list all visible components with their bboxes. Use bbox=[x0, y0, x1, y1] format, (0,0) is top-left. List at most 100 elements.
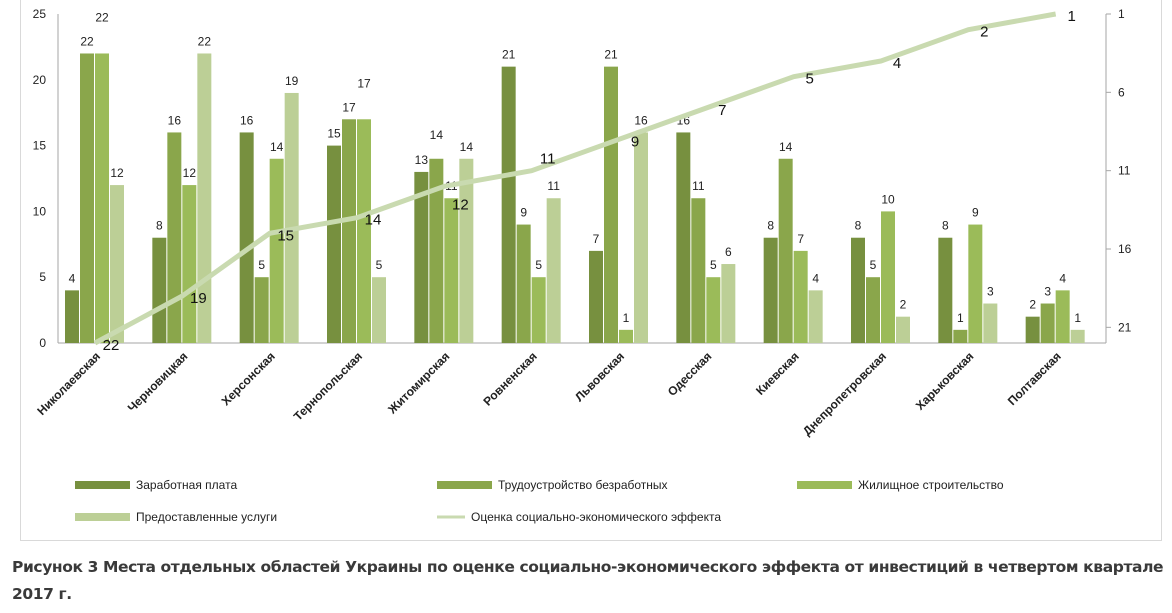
y2-tick-label: 11 bbox=[1118, 164, 1131, 178]
bar bbox=[110, 185, 124, 343]
bar bbox=[516, 224, 531, 343]
bar bbox=[284, 92, 299, 344]
caption-line-1: Рисунок 3 Места отдельных областей Украи… bbox=[12, 558, 1164, 576]
bar bbox=[619, 329, 633, 343]
bar bbox=[65, 290, 79, 343]
bar bbox=[896, 316, 910, 343]
bar-data-label: 5 bbox=[258, 258, 265, 272]
line-data-label: 19 bbox=[190, 290, 207, 307]
bar bbox=[634, 132, 648, 343]
bar-data-label: 5 bbox=[710, 258, 717, 272]
bar bbox=[706, 277, 721, 343]
legend-label: Оценка социально-экономического эффекта bbox=[471, 510, 721, 524]
y-tick-label: 25 bbox=[33, 7, 47, 21]
x-tick-label: Одесская bbox=[665, 349, 715, 399]
bar-data-label: 12 bbox=[183, 166, 197, 180]
bar bbox=[182, 185, 197, 343]
bar-data-label: 9 bbox=[520, 206, 527, 220]
line-data-label: 14 bbox=[365, 212, 382, 229]
bar bbox=[1055, 290, 1070, 343]
bar-data-label: 5 bbox=[535, 258, 542, 272]
bar bbox=[1025, 316, 1040, 343]
bar bbox=[444, 198, 459, 343]
bar bbox=[691, 198, 706, 343]
x-tick-label: Полтавская bbox=[1005, 349, 1064, 408]
bar-data-label: 19 bbox=[285, 74, 299, 88]
bar-data-label: 16 bbox=[634, 113, 648, 127]
bar-data-label: 6 bbox=[725, 245, 732, 259]
bar bbox=[372, 277, 386, 343]
y-tick-label: 15 bbox=[33, 139, 47, 153]
bar-data-label: 22 bbox=[95, 10, 109, 24]
bar bbox=[152, 237, 167, 343]
x-tick-label: Днепропетровская bbox=[800, 349, 889, 438]
bar-data-label: 2 bbox=[900, 298, 907, 312]
y2-tick-label: 6 bbox=[1118, 85, 1125, 99]
bar-data-label: 16 bbox=[240, 113, 254, 127]
bar-data-label: 14 bbox=[270, 140, 284, 154]
bar-data-label: 8 bbox=[767, 219, 774, 233]
line-data-label: 1 bbox=[1067, 8, 1075, 25]
legend-swatch bbox=[437, 481, 492, 489]
bar bbox=[80, 53, 94, 343]
x-tick-label: Тернопольская bbox=[291, 349, 365, 423]
bar bbox=[269, 158, 284, 343]
bar bbox=[778, 158, 793, 343]
bar-data-label: 17 bbox=[357, 76, 371, 90]
bar bbox=[357, 119, 371, 343]
bar-data-label: 1 bbox=[623, 311, 630, 325]
bar-data-label: 4 bbox=[812, 271, 819, 285]
line-data-label: 4 bbox=[893, 55, 901, 72]
legend-label: Заработная плата bbox=[136, 478, 237, 492]
line-data-label: 2 bbox=[980, 24, 988, 41]
x-tick-label: Житомирская bbox=[385, 349, 453, 417]
bar bbox=[968, 224, 983, 343]
bar-data-label: 5 bbox=[870, 258, 877, 272]
bar-data-label: 3 bbox=[987, 285, 994, 299]
bar-data-label: 14 bbox=[779, 140, 793, 154]
bar-data-label: 15 bbox=[327, 127, 341, 141]
bar bbox=[1070, 329, 1085, 343]
y2-tick-label: 1 bbox=[1118, 7, 1125, 21]
y2-tick-label: 16 bbox=[1118, 242, 1132, 256]
figure-caption: Рисунок 3 Места отдельных областей Украи… bbox=[12, 554, 1167, 608]
bar-data-label: 1 bbox=[957, 311, 964, 325]
bar bbox=[866, 277, 880, 343]
bar bbox=[953, 329, 968, 343]
bar-data-label: 8 bbox=[156, 219, 163, 233]
bar-data-label: 11 bbox=[692, 179, 705, 193]
y-tick-label: 0 bbox=[39, 336, 46, 350]
legend-swatch bbox=[75, 481, 130, 489]
bar-data-label: 12 bbox=[110, 166, 124, 180]
line-data-label: 5 bbox=[805, 71, 813, 88]
caption-line-2: 2017 г. bbox=[12, 585, 72, 603]
bar-data-label: 14 bbox=[430, 128, 444, 142]
bar-data-label: 21 bbox=[502, 48, 516, 62]
x-tick-label: Херсонская bbox=[219, 349, 278, 408]
y-tick-label: 10 bbox=[33, 204, 47, 218]
bar bbox=[881, 211, 895, 343]
bar bbox=[95, 53, 109, 343]
bar bbox=[793, 250, 808, 343]
bar-data-label: 3 bbox=[1044, 285, 1051, 299]
bar bbox=[1040, 303, 1055, 343]
x-tick-label: Николаевская bbox=[34, 349, 103, 418]
bar-data-label: 22 bbox=[198, 34, 212, 48]
legend-label: Предоставленные услуги bbox=[136, 510, 277, 524]
bar bbox=[239, 132, 254, 343]
bar-data-label: 9 bbox=[972, 206, 979, 220]
bar bbox=[531, 277, 546, 343]
bar-data-label: 8 bbox=[855, 219, 862, 233]
line-data-label: 12 bbox=[452, 196, 469, 213]
bar bbox=[721, 264, 736, 343]
chart-frame bbox=[20, 0, 1162, 541]
bar-data-label: 21 bbox=[604, 48, 618, 62]
bar-data-label: 5 bbox=[376, 258, 383, 272]
bar-data-label: 17 bbox=[342, 100, 356, 114]
bar bbox=[167, 132, 182, 343]
legend-label: Трудоустройство безработных bbox=[498, 478, 668, 492]
bar-data-label: 7 bbox=[797, 232, 804, 246]
x-tick-label: Львовская bbox=[572, 349, 627, 404]
line-data-label: 15 bbox=[277, 227, 294, 244]
bar bbox=[983, 303, 998, 343]
